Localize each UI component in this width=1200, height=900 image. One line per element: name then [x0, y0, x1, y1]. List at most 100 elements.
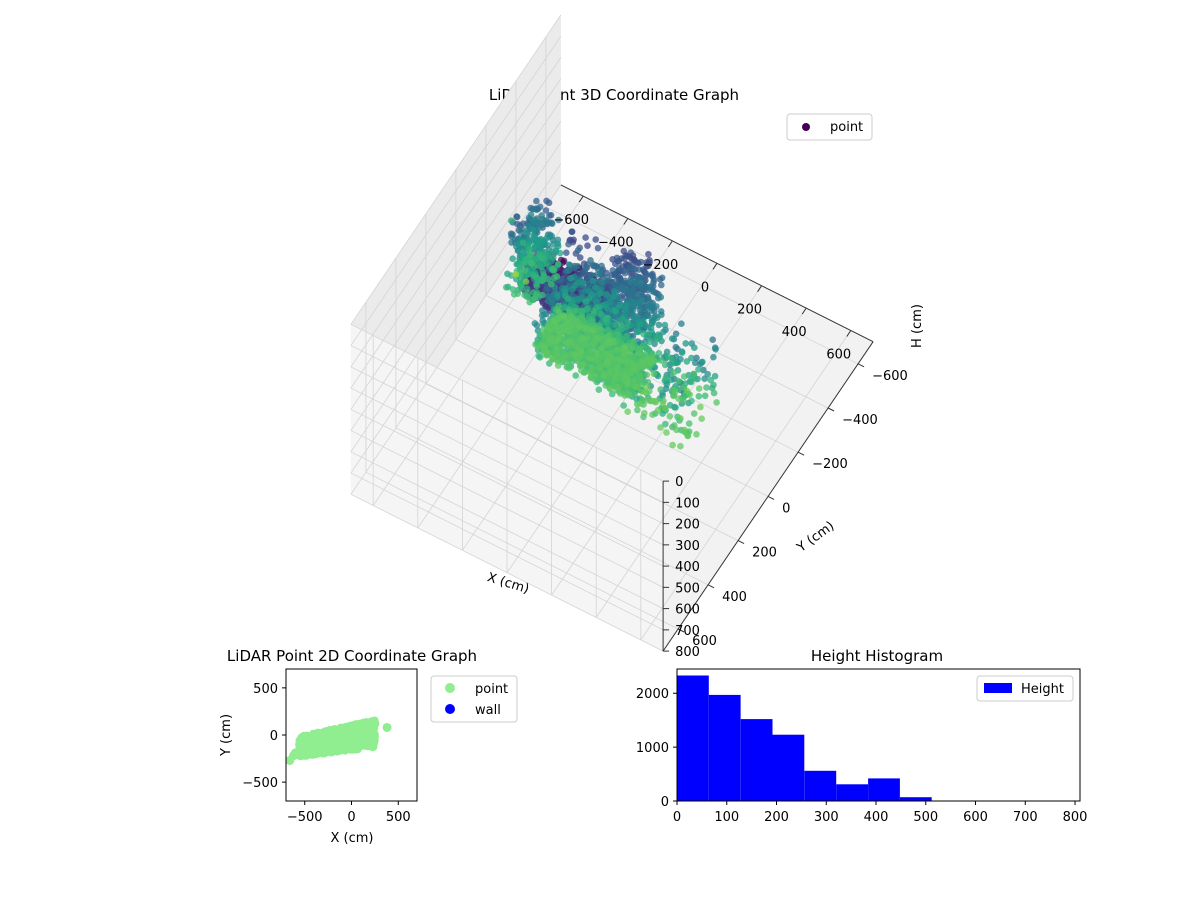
histogram-title: Height Histogram [811, 647, 943, 665]
3d-point [662, 374, 669, 382]
3d-y-tick-label: −400 [842, 413, 878, 428]
3d-point [526, 245, 533, 253]
3d-point [690, 410, 698, 417]
3d-point [675, 395, 682, 402]
2d-point [302, 745, 311, 754]
3d-point [629, 265, 637, 273]
3d-point [546, 212, 553, 219]
3d-point [533, 291, 540, 299]
histogram-legend: Height [976, 675, 1074, 702]
3d-y-tick-label: 600 [692, 634, 717, 649]
3d-point [683, 358, 691, 365]
3d-point [555, 302, 562, 310]
3d-point [710, 389, 718, 397]
3d-point [637, 279, 644, 286]
histogram-bar [836, 784, 868, 801]
histogram-x-tick-label: 200 [764, 810, 789, 825]
3d-point [622, 368, 629, 375]
3d-point [519, 239, 527, 246]
2d-point [351, 745, 360, 754]
2d-point [356, 720, 365, 729]
3d-x-tick [578, 195, 584, 203]
3d-point [554, 291, 561, 299]
3d-point [581, 325, 589, 332]
3d-point [548, 219, 555, 227]
3d-h-tick-label: 600 [675, 603, 700, 618]
3d-point [629, 285, 637, 293]
3d-point [600, 334, 607, 342]
3d-point [542, 207, 550, 214]
3d-point [645, 331, 653, 338]
2d-y-tick-label: 0 [270, 729, 278, 744]
3d-h-tick-label: 100 [675, 496, 700, 511]
3d-point [682, 340, 689, 347]
3d-point [639, 352, 647, 359]
3d-point [520, 249, 527, 256]
3d-point [514, 220, 521, 228]
3d-point [538, 277, 546, 285]
3d-point [629, 312, 637, 319]
histogram-bar [899, 797, 932, 801]
3d-point [618, 322, 625, 329]
3d-point [614, 331, 622, 338]
3d-point [643, 263, 650, 270]
3d-point [600, 372, 608, 379]
2d-point [303, 731, 312, 740]
3d-point [607, 385, 614, 393]
3d-point [556, 249, 564, 257]
3d-point [594, 244, 602, 252]
3d-h-tick-label: 200 [675, 518, 700, 533]
3d-point [590, 307, 597, 315]
3d-point [602, 316, 610, 323]
3d-x-tick [712, 263, 718, 270]
3d-point [635, 266, 643, 273]
3d-point [584, 341, 592, 348]
3d-point [571, 307, 578, 315]
2d-point [352, 733, 361, 742]
3d-point [657, 293, 665, 301]
3d-y-tick [857, 363, 865, 368]
histogram-legend-box [976, 675, 1074, 702]
3d-point [571, 351, 579, 358]
3d-point [704, 370, 711, 378]
3d-point [681, 426, 688, 434]
3d-point [603, 290, 610, 298]
3d-point [712, 345, 719, 353]
3d-point [543, 349, 551, 357]
3d-point [595, 386, 603, 394]
3d-point [709, 336, 716, 344]
3d-point [658, 274, 666, 282]
2d-point [297, 739, 306, 748]
3d-point [664, 353, 672, 360]
histogram-bar [868, 778, 900, 801]
3d-h-tick-labels: 0 100 200 300 400 500 600 700 800 [663, 475, 700, 660]
3d-point [661, 361, 669, 369]
3d-point [603, 274, 611, 281]
3d-point [616, 265, 623, 272]
3d-point [678, 349, 686, 357]
3d-point [508, 217, 515, 224]
histogram-x-tick-label: 100 [714, 810, 739, 825]
3d-point [695, 366, 702, 373]
grid-line-h [350, 57, 562, 368]
3d-legend-label-point: point [830, 120, 863, 135]
grid-line-h [350, 493, 664, 652]
3d-point [673, 426, 680, 434]
3d-point [597, 290, 604, 297]
3d-point [560, 313, 568, 320]
3d-point [662, 420, 669, 428]
2d-point [346, 737, 354, 746]
3d-point [555, 216, 562, 224]
2d-point [364, 721, 373, 730]
3d-point [608, 390, 616, 398]
3d-point [611, 272, 619, 279]
3d-point [621, 255, 628, 262]
3d-point [588, 364, 596, 372]
3d-point [627, 278, 634, 286]
3d-point [627, 342, 634, 350]
3d-point [677, 442, 684, 450]
3d-point [695, 393, 703, 400]
3d-x-tick-label: −400 [598, 236, 634, 251]
3d-point [651, 357, 658, 365]
3d-point [549, 265, 556, 273]
